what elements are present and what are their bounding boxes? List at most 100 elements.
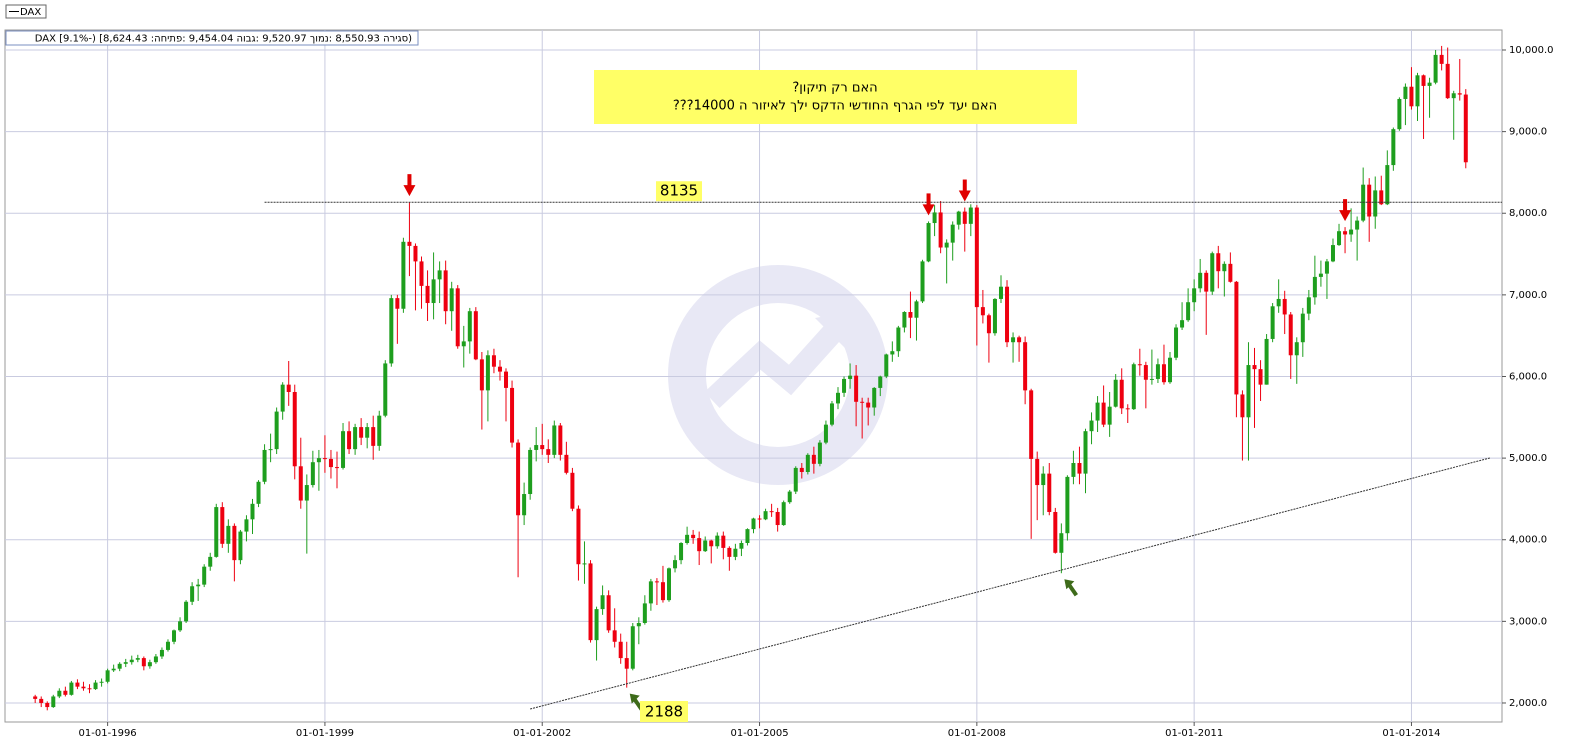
candle-body (1415, 75, 1420, 107)
candle-body (111, 668, 116, 671)
arrow-head (403, 185, 416, 197)
candle-body (739, 543, 744, 549)
candle-body (1017, 337, 1022, 343)
candle-body (1222, 263, 1227, 272)
candle-body (618, 641, 623, 659)
candle-body (1409, 86, 1414, 107)
candle-body (576, 508, 581, 565)
candle-body (268, 449, 273, 451)
candle-body (1053, 511, 1058, 553)
candle-body (353, 427, 358, 450)
candle-body (1294, 342, 1299, 356)
candle-body (389, 298, 394, 364)
grid (5, 30, 1506, 726)
candle-body (491, 355, 496, 367)
y-tick-label: 2,000.0 (1509, 698, 1547, 709)
candle-body (823, 424, 828, 443)
candle-body (135, 658, 140, 660)
candle-body (1300, 313, 1305, 343)
candle-body (165, 641, 170, 650)
info-text: DAX [9.1%-) [8,624.43 :סגירה 8,550.93 :נ… (35, 34, 412, 45)
candle-body (920, 261, 925, 302)
candle-body (1343, 231, 1348, 235)
candle-body (1071, 463, 1076, 477)
candle-body (401, 241, 406, 309)
candle-body (159, 649, 164, 657)
candle-body (359, 427, 364, 438)
x-tick-label: 01-01-1999 (296, 728, 354, 739)
candle-body (184, 601, 189, 622)
candle-body (968, 207, 973, 224)
candle-body (1005, 286, 1010, 343)
candle-body (956, 211, 961, 225)
candle-body (226, 525, 231, 544)
candle-body (902, 312, 907, 328)
candle-body (908, 312, 913, 318)
candle-body (763, 511, 768, 520)
candle-body (817, 442, 822, 464)
candle-body (860, 401, 865, 403)
candle-body (528, 449, 533, 495)
candle-body (383, 363, 388, 416)
candle-body (407, 241, 412, 246)
candle-body (1379, 190, 1384, 205)
candle-body (1083, 431, 1088, 474)
candle-body (1186, 302, 1191, 321)
candle-body (884, 354, 889, 377)
candle-body (673, 560, 678, 569)
candle-body (866, 402, 871, 408)
candle-body (1210, 253, 1215, 292)
x-tick-label: 01-01-2002 (513, 728, 571, 739)
arrow-head (922, 204, 935, 216)
candle-body (757, 518, 762, 520)
candle-body (1403, 86, 1408, 99)
candle-body (1270, 306, 1275, 339)
candle-body (485, 355, 490, 391)
candle-body (510, 387, 515, 443)
candle-body (1451, 93, 1456, 99)
annotation-line: האם יעד לפי הגרף החודשי הדקס ילך לאיזור … (673, 99, 997, 114)
candle-body (81, 686, 86, 689)
y-tick-label: 3,000.0 (1509, 616, 1547, 627)
candle-body (564, 454, 569, 473)
candle-body (1367, 184, 1372, 217)
arrow-shaft (1343, 199, 1348, 212)
candle-body (546, 449, 551, 455)
candle-body (479, 359, 484, 391)
candle-body (1125, 408, 1130, 410)
candle-body (1421, 75, 1426, 86)
candle-body (1330, 245, 1335, 262)
candle-body (691, 534, 696, 539)
candle-body (787, 491, 792, 503)
resistance-label: 8135 (660, 182, 698, 200)
candle-body (781, 502, 786, 526)
candle-body (172, 630, 177, 642)
candle-body (1113, 379, 1118, 407)
candle-body (600, 595, 605, 610)
candle-body (848, 375, 853, 379)
candle-body (87, 688, 92, 690)
candle-body (642, 603, 647, 623)
candle-body (51, 696, 56, 708)
candle-body (274, 411, 279, 450)
candle-body (1041, 473, 1046, 486)
candle-body (1198, 272, 1203, 289)
candle-body (1077, 463, 1082, 474)
candle-body (1228, 263, 1233, 282)
trend-line (530, 457, 1491, 710)
annotation-box (594, 70, 1077, 124)
candle-body (63, 690, 68, 695)
candle-body (1264, 338, 1269, 385)
candle-body (1355, 220, 1360, 230)
candle-body (636, 622, 641, 627)
candle-body (334, 467, 339, 469)
candle-body (1143, 365, 1148, 380)
candle-body (1258, 369, 1263, 385)
x-tick-label: 01-01-1996 (79, 728, 137, 739)
candle-body (926, 223, 931, 262)
candle-body (992, 298, 997, 334)
candle-body (449, 288, 454, 312)
candle-body (588, 563, 593, 641)
candle-body (431, 279, 436, 304)
candle-body (769, 511, 774, 513)
